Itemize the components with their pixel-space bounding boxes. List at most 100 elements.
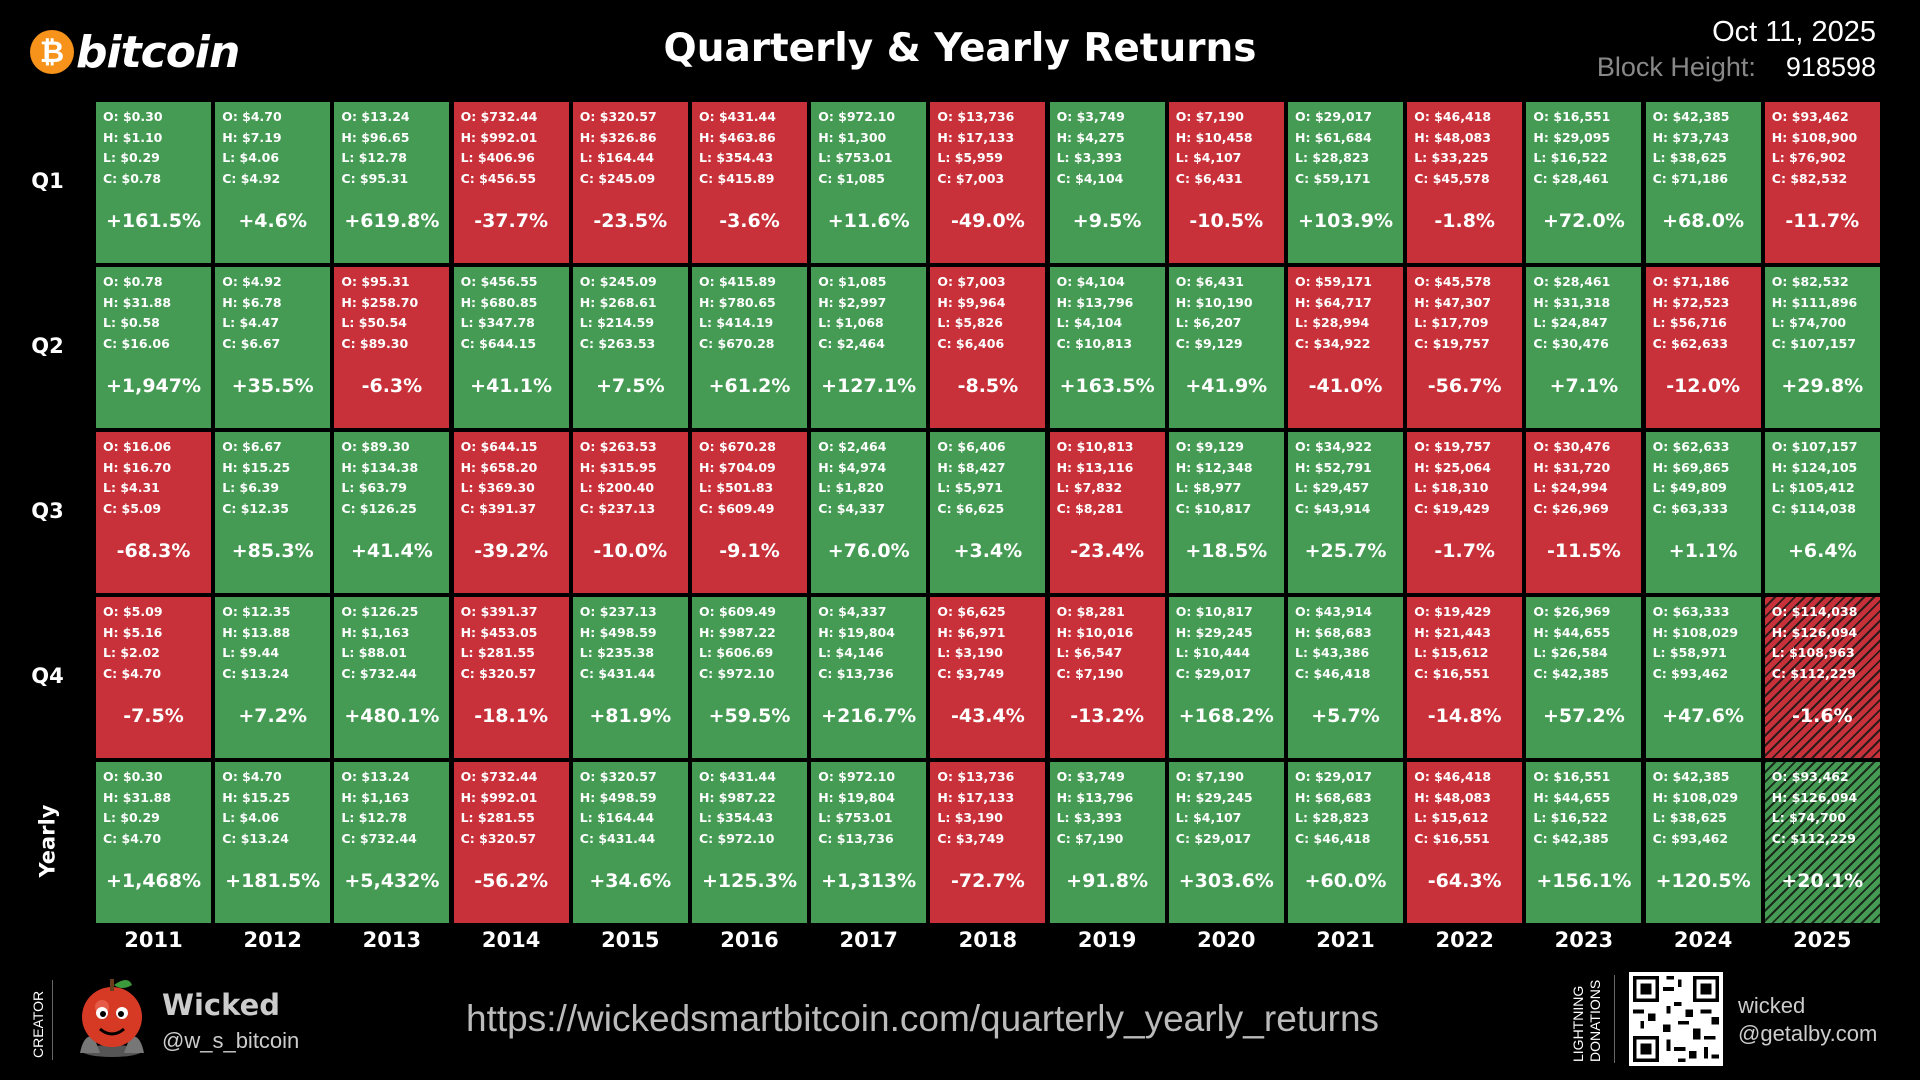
ohlc-values: O: $732.44 H: $992.01 L: $281.55 C: $320.57 (461, 767, 538, 849)
ohlc-h: H: $453.05 (460, 624, 538, 640)
return-value: -8.5% (957, 375, 1019, 397)
ohlc-values: O: $6,406 H: $8,427 L: $5,971 C: $6,625 (937, 437, 1005, 519)
cell-q1-2022: O: $46,418 H: $48,083 L: $33,225 C: $45,578… (1407, 102, 1523, 263)
return-value: +181.5% (225, 870, 321, 892)
ohlc-o: O: $972.10 (818, 109, 896, 124)
ohlc-l: L: $56,716 (1652, 315, 1727, 330)
ohlc-c: C: $7,003 (937, 170, 1005, 186)
ohlc-h: H: $31,318 (1533, 294, 1611, 310)
ohlc-h: H: $6.78 (222, 294, 282, 310)
ohlc-values: O: $4,104 H: $13,796 L: $4,104 C: $10,813 (1057, 272, 1134, 354)
ohlc-l: L: $24,847 (1533, 315, 1608, 330)
ohlc-o: O: $34,922 (1295, 439, 1372, 454)
ohlc-l: L: $5,971 (937, 480, 1003, 495)
ohlc-h: H: $124,105 (1771, 459, 1858, 475)
cell-yearly-2015: O: $320.57 H: $498.59 L: $164.44 C: $431.44… (572, 762, 688, 923)
ohlc-values: O: $9,129 H: $12,348 L: $8,977 C: $10,817 (1176, 437, 1253, 519)
cell-q1-2013: O: $13.24 H: $96.65 L: $12.78 C: $95.31 +619… (334, 102, 450, 263)
ohlc-values: O: $2,464 H: $4,974 L: $1,820 C: $4,337 (818, 437, 886, 519)
return-value: +41.4% (350, 540, 433, 562)
cell-q1-2014: O: $732.44 H: $992.01 L: $406.96 C: $456.55… (453, 102, 569, 263)
lightning-handle[interactable]: wicked @getalby.com (1738, 992, 1877, 1048)
ohlc-c: C: $972.10 (699, 830, 775, 846)
ohlc-h: H: $31.88 (103, 789, 172, 805)
ohlc-h: H: $47,307 (1414, 294, 1491, 310)
ohlc-c: C: $4.70 (103, 830, 162, 846)
return-value: +34.6% (589, 870, 672, 892)
ohlc-o: O: $62,633 (1652, 439, 1730, 454)
cell-q2-2019: O: $4,104 H: $13,796 L: $4,104 C: $10,813 +1… (1049, 267, 1165, 428)
ohlc-o: O: $6,406 (937, 439, 1006, 454)
lightning-handle-line2: @getalby.com (1738, 1021, 1878, 1046)
ohlc-l: L: $4,104 (1056, 315, 1123, 330)
ohlc-c: C: $4,337 (818, 500, 885, 516)
ohlc-o: O: $7,190 (1175, 769, 1245, 784)
website-url[interactable]: https://wickedsmartbitcoin.com/quarterly… (466, 998, 1380, 1039)
ohlc-l: L: $6,207 (1175, 315, 1242, 330)
ohlc-o: O: $10,817 (1175, 604, 1253, 619)
ohlc-values: O: $42,385 H: $108,029 L: $38,625 C: $93,46… (1653, 767, 1738, 849)
ohlc-h: H: $17,133 (937, 789, 1015, 805)
ohlc-h: H: $10,016 (1056, 624, 1134, 640)
cell-q1-2023: O: $16,551 H: $29,095 L: $16,522 C: $28,461… (1526, 102, 1642, 263)
ohlc-c: C: $19,757 (1414, 335, 1490, 351)
ohlc-h: H: $17,133 (937, 129, 1015, 145)
ohlc-c: C: $6,406 (937, 335, 1005, 351)
ohlc-l: L: $3,190 (937, 645, 1003, 660)
return-value: +120.5% (1655, 870, 1751, 892)
creator-handle[interactable]: @w_s_bitcoin (162, 1028, 300, 1053)
cell-q4-2021: O: $43,914 H: $68,683 L: $43,386 C: $46,418… (1288, 597, 1403, 758)
ohlc-values: O: $19,757 H: $25,064 L: $18,310 C: $19,429 (1414, 437, 1491, 519)
col-label-2019: 2019 (1077, 928, 1137, 952)
ohlc-l: L: $18,310 (1414, 480, 1489, 495)
ohlc-h: H: $15.25 (222, 789, 291, 805)
ohlc-c: C: $609.49 (699, 500, 775, 516)
qr-code-icon[interactable] (1629, 972, 1723, 1066)
ohlc-o: O: $30,476 (1533, 439, 1611, 454)
ohlc-l: L: $4,146 (818, 645, 884, 660)
ohlc-o: O: $7,003 (937, 274, 1006, 289)
ohlc-h: H: $5.16 (103, 624, 163, 640)
ohlc-c: C: $42,385 (1533, 665, 1609, 681)
return-value: +57.2% (1542, 705, 1625, 727)
ohlc-h: H: $25,064 (1414, 459, 1491, 475)
ohlc-c: C: $16,551 (1414, 830, 1490, 846)
return-value: +1.1% (1668, 540, 1738, 562)
ohlc-l: L: $281.55 (460, 810, 535, 825)
cell-yearly-2011: O: $0.30 H: $31.88 L: $0.29 C: $4.70 +1,468% (96, 762, 211, 923)
ohlc-l: L: $4.31 (103, 480, 160, 495)
return-value: +76.0% (827, 540, 910, 562)
ohlc-values: O: $59,171 H: $64,717 L: $28,994 C: $34,922 (1295, 272, 1372, 354)
ohlc-values: O: $3,749 H: $13,796 L: $3,393 C: $7,190 (1057, 767, 1134, 849)
cell-q4-2020: O: $10,817 H: $29,245 L: $10,444 C: $29,017… (1168, 597, 1284, 758)
cell-q2-2025: O: $82,532 H: $111,896 L: $74,700 C: $107,1… (1764, 267, 1880, 428)
return-value: -9.1% (719, 540, 780, 562)
ohlc-c: C: $732.44 (341, 665, 417, 681)
ohlc-l: L: $38,625 (1652, 810, 1727, 825)
ohlc-c: C: $82,532 (1771, 170, 1848, 186)
ohlc-values: O: $320.57 H: $498.59 L: $164.44 C: $431.44 (580, 767, 657, 849)
ohlc-l: L: $6,547 (1056, 645, 1123, 660)
ohlc-o: O: $29,017 (1295, 769, 1372, 784)
ohlc-c: C: $431.44 (579, 830, 656, 846)
cell-yearly-2013: O: $13.24 H: $1,163 L: $12.78 C: $732.44 +5,… (334, 762, 450, 923)
ohlc-l: L: $38,625 (1652, 150, 1727, 165)
ohlc-o: O: $237.13 (579, 604, 657, 619)
ohlc-o: O: $263.53 (579, 439, 657, 454)
ohlc-h: H: $8,427 (937, 459, 1006, 475)
cell-yearly-2012: O: $4.70 H: $15.25 L: $4.06 C: $13.24 +181.5… (215, 762, 331, 923)
return-value: +7.2% (238, 705, 307, 727)
ohlc-values: O: $13,736 H: $17,133 L: $3,190 C: $3,749 (937, 767, 1014, 849)
cell-yearly-2022: O: $46,418 H: $48,083 L: $15,612 C: $16,551… (1407, 762, 1523, 923)
ohlc-h: H: $13,796 (1056, 789, 1134, 805)
cell-q4-2024: O: $63,333 H: $108,029 L: $58,971 C: $93,46… (1645, 597, 1761, 758)
ohlc-h: H: $96.65 (341, 129, 410, 145)
ohlc-h: H: $44,655 (1533, 789, 1611, 805)
ohlc-values: O: $6.67 H: $15.25 L: $6.39 C: $12.35 (222, 437, 290, 519)
ohlc-h: H: $992.01 (460, 789, 538, 805)
header: ₿ bitcoin Quarterly & Yearly Returns Oct… (0, 0, 1920, 100)
ohlc-values: O: $82,532 H: $111,896 L: $74,700 C: $107,1… (1772, 272, 1857, 354)
col-label-2014: 2014 (481, 928, 541, 952)
ohlc-o: O: $3,749 (1056, 109, 1125, 124)
ohlc-h: H: $13,116 (1056, 459, 1134, 475)
